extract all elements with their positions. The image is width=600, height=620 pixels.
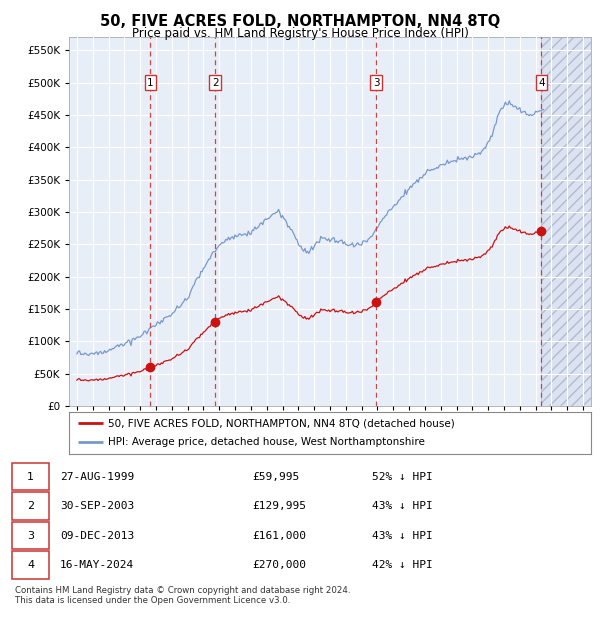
Text: 3: 3 <box>27 531 34 541</box>
Text: 16-MAY-2024: 16-MAY-2024 <box>60 560 134 570</box>
Text: 50, FIVE ACRES FOLD, NORTHAMPTON, NN4 8TQ: 50, FIVE ACRES FOLD, NORTHAMPTON, NN4 8T… <box>100 14 500 29</box>
Bar <box>541 37 591 406</box>
Text: £270,000: £270,000 <box>252 560 306 570</box>
Text: Price paid vs. HM Land Registry's House Price Index (HPI): Price paid vs. HM Land Registry's House … <box>131 27 469 40</box>
Text: 50, FIVE ACRES FOLD, NORTHAMPTON, NN4 8TQ (detached house): 50, FIVE ACRES FOLD, NORTHAMPTON, NN4 8T… <box>108 418 455 428</box>
Text: 42% ↓ HPI: 42% ↓ HPI <box>372 560 433 570</box>
Text: 2: 2 <box>212 78 218 87</box>
Text: 09-DEC-2013: 09-DEC-2013 <box>60 531 134 541</box>
Text: £161,000: £161,000 <box>252 531 306 541</box>
Text: 43% ↓ HPI: 43% ↓ HPI <box>372 501 433 511</box>
Text: £129,995: £129,995 <box>252 501 306 511</box>
Text: 1: 1 <box>27 472 34 482</box>
Text: 27-AUG-1999: 27-AUG-1999 <box>60 472 134 482</box>
Text: 43% ↓ HPI: 43% ↓ HPI <box>372 531 433 541</box>
Text: 4: 4 <box>27 560 34 570</box>
Text: HPI: Average price, detached house, West Northamptonshire: HPI: Average price, detached house, West… <box>108 437 425 447</box>
Text: Contains HM Land Registry data © Crown copyright and database right 2024.
This d: Contains HM Land Registry data © Crown c… <box>15 586 350 605</box>
Text: 52% ↓ HPI: 52% ↓ HPI <box>372 472 433 482</box>
Bar <box>541 37 591 406</box>
Text: 2: 2 <box>27 501 34 511</box>
Text: 4: 4 <box>538 78 545 87</box>
Text: 3: 3 <box>373 78 380 87</box>
Text: £59,995: £59,995 <box>252 472 299 482</box>
Text: 30-SEP-2003: 30-SEP-2003 <box>60 501 134 511</box>
Text: 1: 1 <box>147 78 154 87</box>
